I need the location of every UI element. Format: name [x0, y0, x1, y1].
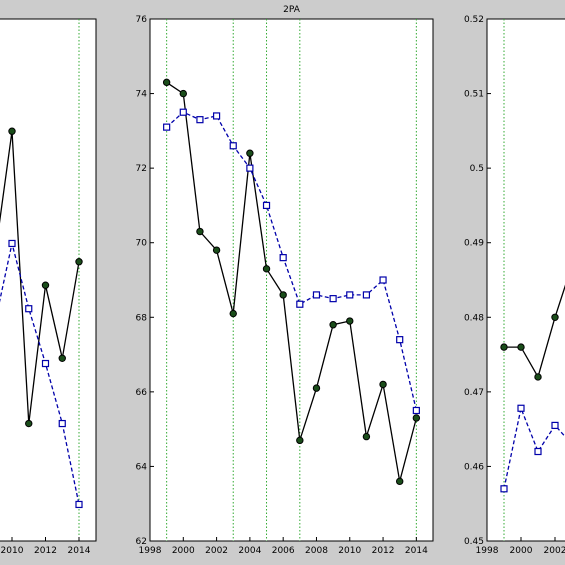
- data-point-square: [164, 124, 170, 130]
- y-tick-label: 0.49: [464, 239, 484, 249]
- data-point-circle: [413, 415, 419, 421]
- chart-2pa-panel: 1998 2000 2002 2004 2006 2008 2010 2012 2014 62 64…: [136, 5, 433, 556]
- x-tick-label: 1998: [476, 546, 499, 556]
- data-point-circle: [180, 90, 186, 96]
- y-tick-label: 0.48: [464, 313, 484, 323]
- data-point-square: [197, 117, 203, 123]
- data-point-square: [214, 113, 220, 119]
- y-tick-label: 66: [136, 388, 148, 398]
- data-point-circle: [59, 355, 65, 361]
- data-point-square: [413, 408, 419, 414]
- data-point-square: [363, 292, 369, 298]
- data-point-square: [26, 306, 32, 312]
- x-tick-label: 2002: [544, 546, 565, 556]
- chart-right-panel: 1998 2000 2002 0.45 0.46 0.47 0.48 0.49 0.5 0.51 0…: [464, 15, 565, 556]
- y-tick-label: 72: [136, 164, 147, 174]
- x-tick-label: 2000: [172, 546, 195, 556]
- y-tick-label: 0.46: [464, 462, 484, 472]
- y-tick-label: 62: [136, 537, 147, 547]
- data-point-square: [43, 361, 49, 367]
- data-point-square: [247, 165, 253, 171]
- data-point-square: [76, 501, 82, 507]
- x-tick-label: 2008: [305, 546, 328, 556]
- y-tick-label: 76: [136, 15, 148, 25]
- x-tick-label: 2012: [372, 546, 395, 556]
- x-tick-label: 2010: [338, 546, 361, 556]
- data-point-circle: [363, 433, 369, 439]
- y-tick-label: 0.51: [464, 90, 484, 100]
- data-point-square: [297, 301, 303, 307]
- y-tick-label: 0.47: [464, 388, 484, 398]
- data-point-circle: [518, 344, 524, 350]
- data-point-circle: [247, 150, 253, 156]
- y-tick-label: 0.5: [470, 164, 484, 174]
- y-tick-label: 74: [136, 90, 148, 100]
- data-point-circle: [230, 310, 236, 316]
- data-point-square: [180, 109, 186, 115]
- data-point-circle: [76, 259, 82, 265]
- data-point-circle: [380, 381, 386, 387]
- data-point-circle: [280, 292, 286, 298]
- data-point-square: [280, 255, 286, 261]
- y-tick-label: 64: [136, 462, 148, 472]
- data-point-square: [59, 421, 65, 427]
- data-point-square: [264, 202, 270, 208]
- data-point-circle: [263, 266, 269, 272]
- chart-left-panel: 2010 2012 2014: [0, 19, 96, 556]
- data-point-square: [9, 240, 15, 246]
- y-tick-label: 68: [136, 313, 148, 323]
- data-point-circle: [330, 322, 336, 328]
- data-point-square: [230, 143, 236, 149]
- y-tick-label: 70: [136, 239, 148, 249]
- data-point-circle: [535, 374, 541, 380]
- plot-area: [150, 19, 433, 541]
- y-tick-label: 0.52: [464, 15, 484, 25]
- data-point-square: [347, 292, 353, 298]
- data-point-square: [313, 292, 319, 298]
- chart-title: 2PA: [283, 5, 301, 15]
- x-tick-label: 1998: [139, 546, 162, 556]
- data-point-circle: [501, 344, 507, 350]
- x-tick-label: 2000: [510, 546, 533, 556]
- data-point-square: [501, 486, 507, 492]
- data-point-square: [552, 422, 558, 428]
- data-point-circle: [26, 420, 32, 426]
- data-point-circle: [42, 282, 48, 288]
- data-point-circle: [197, 228, 203, 234]
- x-tick-label: 2002: [205, 546, 228, 556]
- data-point-circle: [297, 437, 303, 443]
- data-point-square: [330, 296, 336, 302]
- data-point-circle: [397, 478, 403, 484]
- data-point-circle: [313, 385, 319, 391]
- data-point-circle: [213, 247, 219, 253]
- x-tick-label: 2010: [1, 546, 24, 556]
- data-point-square: [518, 405, 524, 411]
- plot-area: [487, 19, 565, 541]
- data-point-circle: [163, 79, 169, 85]
- data-point-circle: [9, 128, 15, 134]
- data-point-square: [535, 449, 541, 455]
- data-point-circle: [347, 318, 353, 324]
- plot-area: [0, 19, 96, 541]
- y-tick-label: 0.45: [464, 537, 484, 547]
- data-point-square: [380, 277, 386, 283]
- data-point-square: [397, 337, 403, 343]
- x-tick-label: 2006: [272, 546, 295, 556]
- x-tick-label: 2004: [238, 546, 261, 556]
- x-tick-label: 2014: [405, 546, 428, 556]
- x-tick-label: 2014: [68, 546, 91, 556]
- data-point-circle: [552, 314, 558, 320]
- x-tick-label: 2012: [34, 546, 57, 556]
